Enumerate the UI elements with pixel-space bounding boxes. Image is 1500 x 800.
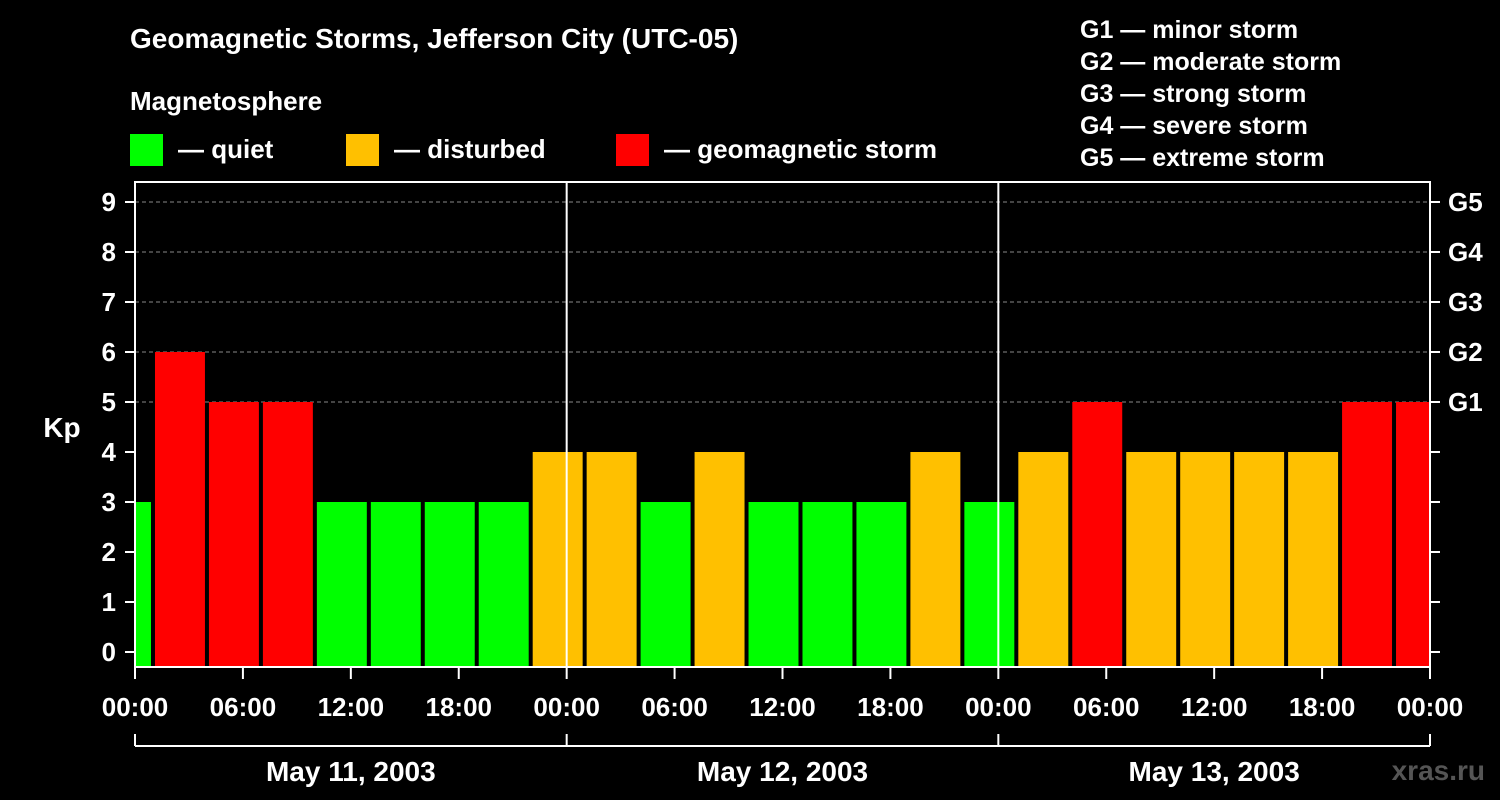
y-tick-label: 9 [102,187,116,217]
y-tick-label: 4 [102,437,117,467]
x-tick-label: 12:00 [318,692,385,722]
x-tick-label: 12:00 [749,692,816,722]
y-tick-label: 0 [102,637,116,667]
y-tick-label: 6 [102,337,116,367]
chart-title: Geomagnetic Storms, Jefferson City (UTC-… [130,23,738,54]
day-label: May 11, 2003 [266,756,436,787]
g-scale-label: G1 [1448,387,1483,417]
kp-bar [694,452,745,667]
x-tick-label: 00:00 [965,692,1032,722]
storm-scale-g3: G3 — strong storm [1080,80,1306,108]
x-tick-label: 12:00 [1181,692,1248,722]
kp-bar [1342,402,1393,667]
storm-scale-g2: G2 — moderate storm [1080,48,1341,76]
kp-bar [154,352,205,667]
y-axis-label: Kp [43,412,80,443]
x-tick-label: 18:00 [426,692,493,722]
kp-bar [424,502,475,667]
x-tick-label: 00:00 [533,692,600,722]
bars [135,352,1430,667]
kp-bar [1180,452,1231,667]
legend-swatch-storm [616,134,649,166]
kp-bar [135,502,151,667]
y-tick-label: 3 [102,487,116,517]
kp-bar [910,452,961,667]
y-tick-label: 7 [102,287,116,317]
g-scale-label: G5 [1448,187,1483,217]
g-scale-label: G3 [1448,287,1483,317]
kp-bar [1288,452,1339,667]
kp-bar [1396,402,1430,667]
x-tick-label: 00:00 [1397,692,1464,722]
kp-bar [1072,402,1123,667]
kp-bar [262,402,313,667]
x-tick-label: 06:00 [641,692,708,722]
x-tick-label: 00:00 [102,692,169,722]
storm-scale-g5: G5 — extreme storm [1080,144,1325,172]
x-tick-label: 18:00 [857,692,924,722]
kp-bar [370,502,421,667]
plot-area: 0 1 2 3 4 5 6 7 8 9 G1 G2 G3 G4 G5 00:00 06:00 12:00 18:00… [102,181,1483,787]
kp-bar [856,502,907,667]
kp-bar [1126,452,1177,667]
storm-scale-g4: G4 — severe storm [1080,112,1308,140]
day-label: May 12, 2003 [697,756,868,787]
kp-bar [208,402,259,667]
kp-bar [640,502,691,667]
x-tick-label: 18:00 [1289,692,1356,722]
kp-bar [532,452,583,667]
y-tick-label: 2 [102,537,116,567]
watermark: xras.ru [1392,755,1485,786]
kp-bar [478,502,529,667]
legend: — quiet — disturbed — geomagnetic storm [130,134,937,166]
legend-swatch-disturbed [346,134,379,166]
legend-swatch-quiet [130,134,163,166]
g-scale-label: G2 [1448,337,1483,367]
x-tick-label: 06:00 [210,692,277,722]
storm-scale-legend: G1 — minor storm G2 — moderate storm G3 … [1080,16,1341,172]
day-label: May 13, 2003 [1129,756,1300,787]
y-tick-label: 8 [102,237,116,267]
legend-title: Magnetosphere [130,86,322,116]
legend-label-storm: — geomagnetic storm [664,134,937,164]
x-tick-label: 06:00 [1073,692,1140,722]
kp-bar [1018,452,1069,667]
kp-bar [316,502,367,667]
kp-bar [964,502,1015,667]
kp-bar [748,502,799,667]
legend-label-disturbed: — disturbed [394,134,546,164]
y-tick-label: 1 [102,587,116,617]
storm-scale-g1: G1 — minor storm [1080,16,1298,44]
kp-bar [802,502,853,667]
g-scale-label: G4 [1448,237,1483,267]
y-tick-label: 5 [102,387,116,417]
kp-bar [586,452,637,667]
kp-bar [1234,452,1285,667]
legend-label-quiet: — quiet [178,134,274,164]
